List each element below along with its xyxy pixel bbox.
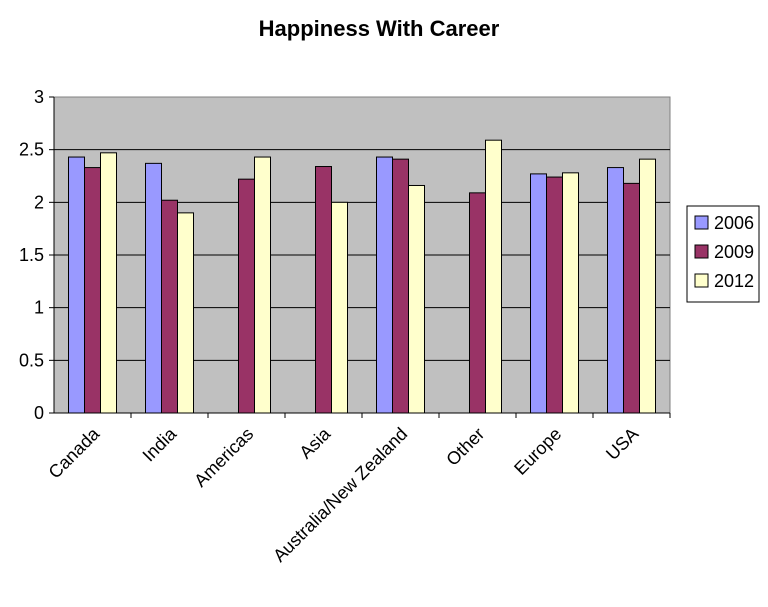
bar-2012-americas xyxy=(254,156,271,414)
category-label: Other xyxy=(442,424,488,470)
category-label: India xyxy=(139,423,181,465)
y-tick-label: 2.5 xyxy=(19,140,44,160)
legend-swatch-2012 xyxy=(694,273,709,288)
y-tick-label: 0 xyxy=(34,403,44,423)
category-label: Australia/New Zealand xyxy=(269,424,411,566)
bars xyxy=(68,139,656,414)
category-label: Asia xyxy=(295,423,335,463)
bar-2012-usa xyxy=(639,158,656,414)
bar-2009-americas xyxy=(238,178,255,414)
bar-2012-india xyxy=(177,212,194,414)
bar-2012-europe xyxy=(562,172,579,414)
legend-label-2012: 2012 xyxy=(714,271,754,291)
legend-swatch-2006 xyxy=(694,215,709,230)
bar-2012-other xyxy=(485,139,502,414)
y-tick-label: 1 xyxy=(34,298,44,318)
bar-2009-asia xyxy=(315,166,332,414)
bar-2006-india xyxy=(145,162,162,414)
bar-2009-other xyxy=(469,192,486,414)
bar-2006-canada xyxy=(68,156,85,414)
bar-2006-usa xyxy=(607,167,624,414)
category-label: USA xyxy=(602,424,642,464)
y-tick-label: 3 xyxy=(34,87,44,107)
bar-2009-australia-new-zealand xyxy=(392,158,409,414)
bar-2009-europe xyxy=(546,176,563,414)
category-label: Europe xyxy=(510,424,565,479)
bar-2012-asia xyxy=(331,201,348,414)
bar-2006-europe xyxy=(530,173,547,414)
bar-2012-canada xyxy=(100,152,117,414)
y-tick-label: 2 xyxy=(34,192,44,212)
category-label: Americas xyxy=(190,424,257,491)
y-axis: 0 0.5 1 1.5 2 2.5 3 xyxy=(19,87,55,423)
bar-2009-canada xyxy=(84,167,101,414)
bar-2012-australia-new-zealand xyxy=(408,184,425,414)
legend-label-2009: 2009 xyxy=(714,242,754,262)
legend-swatch-2009 xyxy=(694,244,709,259)
legend: 2006 2009 2012 xyxy=(686,205,760,303)
bar-2009-india xyxy=(161,199,178,414)
y-tick-label: 1.5 xyxy=(19,245,44,265)
y-tick-label: 0.5 xyxy=(19,350,44,370)
category-label: Canada xyxy=(45,423,104,482)
bar-2009-usa xyxy=(623,182,640,414)
chart-title: Happiness With Career xyxy=(258,16,500,41)
bar-2006-australia-new-zealand xyxy=(376,156,393,414)
legend-label-2006: 2006 xyxy=(714,213,754,233)
